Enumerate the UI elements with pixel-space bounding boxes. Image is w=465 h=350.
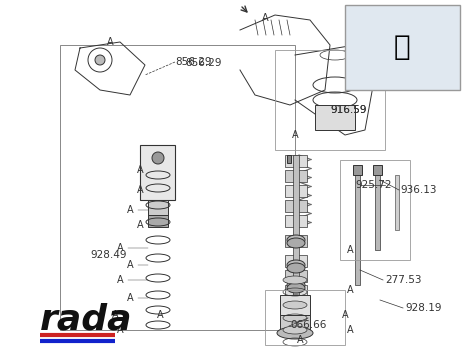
Bar (340, 160, 410, 260)
Ellipse shape (287, 295, 305, 305)
Bar (345, 5, 460, 90)
Bar (60, 45, 295, 330)
Ellipse shape (287, 260, 305, 270)
Bar (395, 175, 399, 230)
Bar (285, 235, 307, 247)
Text: 916.59: 916.59 (330, 105, 366, 115)
Text: 928.19: 928.19 (405, 303, 441, 313)
Text: A: A (137, 220, 143, 230)
Ellipse shape (287, 283, 305, 293)
Text: A: A (347, 245, 353, 255)
Text: 916.59: 916.59 (330, 105, 366, 115)
Bar (373, 165, 382, 175)
Text: 928.49: 928.49 (90, 250, 126, 260)
Bar (280, 295, 310, 315)
Bar (375, 175, 380, 250)
Bar (265, 290, 345, 345)
Bar (148, 215, 168, 227)
Text: A: A (117, 243, 123, 253)
Text: A: A (106, 37, 113, 47)
Bar (285, 270, 307, 282)
Text: 856.29: 856.29 (175, 57, 212, 67)
Text: 277.53: 277.53 (385, 275, 421, 285)
Text: A: A (126, 205, 133, 215)
Bar (140, 145, 175, 200)
Bar (315, 105, 355, 130)
Bar (287, 155, 291, 163)
Bar (355, 175, 360, 285)
Text: 066.66: 066.66 (290, 320, 326, 330)
Bar (285, 285, 307, 297)
Ellipse shape (283, 326, 307, 334)
Text: A: A (137, 165, 143, 175)
Ellipse shape (287, 298, 305, 308)
Text: 925.72: 925.72 (355, 180, 392, 190)
Bar (285, 300, 307, 312)
Circle shape (95, 55, 105, 65)
Text: A: A (297, 335, 303, 345)
Ellipse shape (287, 313, 305, 323)
Text: A: A (347, 325, 353, 335)
Bar (285, 170, 307, 182)
Ellipse shape (287, 263, 305, 273)
Text: A: A (137, 185, 143, 195)
Ellipse shape (287, 310, 305, 320)
Text: 936.13: 936.13 (400, 185, 437, 195)
Bar (280, 315, 310, 333)
Text: A: A (117, 275, 123, 285)
Ellipse shape (287, 238, 305, 248)
Text: A: A (117, 325, 123, 335)
Ellipse shape (287, 280, 305, 290)
Bar (285, 185, 307, 197)
Ellipse shape (283, 276, 307, 284)
Bar (293, 155, 299, 315)
Bar (353, 165, 362, 175)
Bar (285, 255, 307, 267)
Text: A: A (126, 293, 133, 303)
Text: A: A (262, 13, 268, 23)
Ellipse shape (277, 327, 313, 339)
Text: 856.29: 856.29 (185, 58, 221, 68)
Text: A: A (292, 130, 299, 140)
Text: A: A (157, 310, 163, 320)
Text: A: A (112, 310, 118, 320)
Text: A: A (342, 310, 348, 320)
Text: 📷: 📷 (394, 33, 410, 61)
Bar (285, 155, 307, 167)
Text: A: A (347, 285, 353, 295)
Bar (285, 215, 307, 227)
Bar (285, 200, 307, 212)
Ellipse shape (287, 235, 305, 245)
Text: A: A (126, 260, 133, 270)
Bar (275, 50, 385, 150)
Bar (148, 200, 168, 215)
Text: rada: rada (40, 303, 133, 337)
Circle shape (152, 152, 164, 164)
Ellipse shape (283, 301, 307, 309)
